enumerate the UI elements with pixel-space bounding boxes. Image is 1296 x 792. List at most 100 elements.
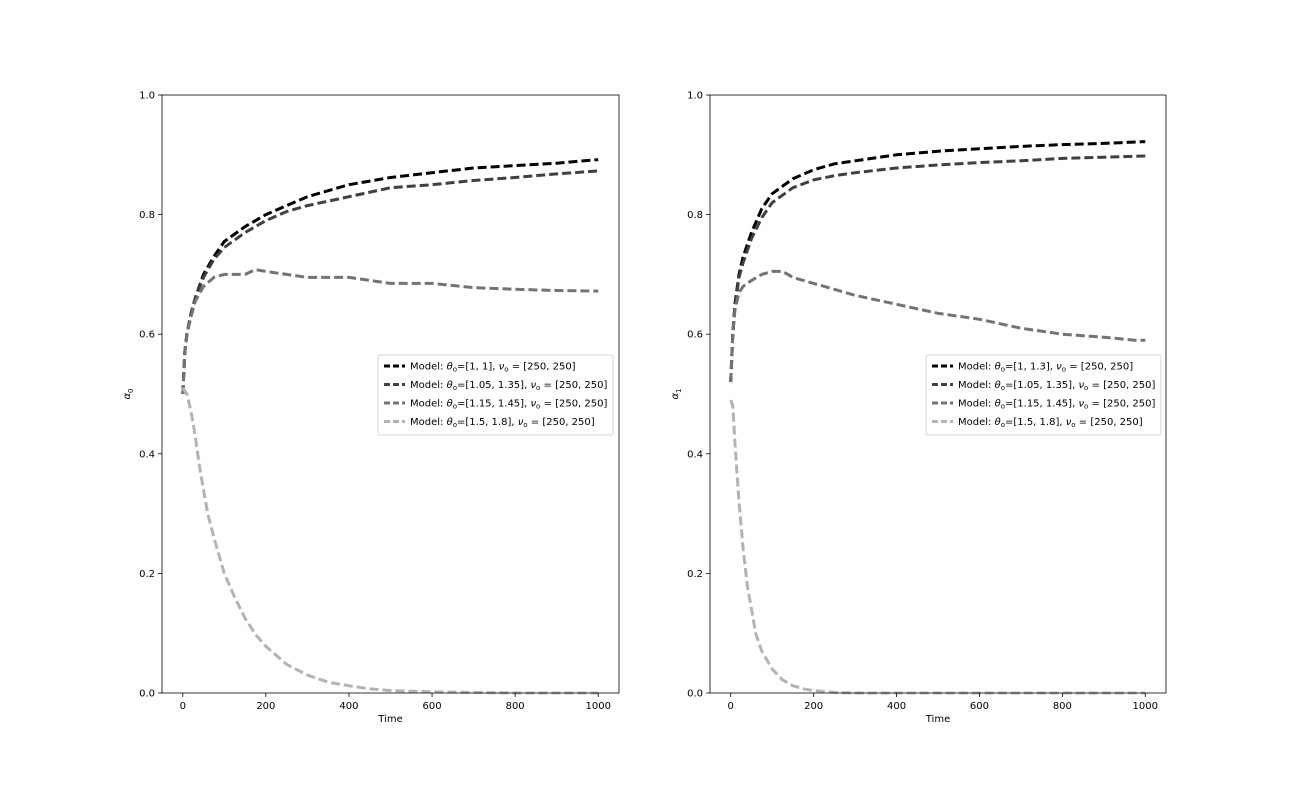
y-axis-label-sub: 0	[127, 388, 135, 392]
legend-nu: ν	[1078, 399, 1084, 410]
y-tick-label: 0.0	[139, 689, 155, 700]
legend-nu: ν	[499, 362, 505, 373]
legend-label-1: Model: θo=[1.05, 1.35], νo = [250, 250]	[410, 380, 607, 392]
series-line-2	[729, 269, 1146, 383]
legend-label-0: Model: θo=[1, 1.3], νo = [250, 250]	[958, 362, 1133, 374]
legend-label-3: Model: θo=[1.5, 1.8], νo = [250, 250]	[958, 417, 1143, 429]
series-line-2	[181, 268, 599, 395]
legend-nu-sub: o	[1084, 403, 1088, 411]
y-axis-label-sub: 1	[675, 388, 683, 392]
legend-theta-sub: o	[1001, 384, 1005, 392]
legend-theta: θ	[447, 399, 453, 410]
x-tick-label: 200	[256, 701, 275, 712]
legend-box	[377, 354, 614, 436]
y-tick-label: 0.0	[687, 689, 703, 700]
legend-eq1: =[1.15, 1.45],	[1005, 399, 1078, 410]
legend-label-1: Model: θo=[1.05, 1.35], νo = [250, 250]	[958, 380, 1155, 392]
y-axis-label: α1	[670, 388, 683, 399]
legend-pre: Model:	[958, 417, 995, 428]
legend-theta: θ	[447, 380, 453, 391]
y-tick-label: 0.8	[687, 210, 703, 221]
legend-nu-sub: o	[523, 421, 527, 429]
legend-pre: Model:	[410, 399, 447, 410]
legend-eq2: = [250, 250]	[1088, 399, 1155, 410]
y-tick-label: 0.6	[687, 330, 703, 341]
legend-nu: ν	[1078, 380, 1084, 391]
legend-theta-sub: o	[453, 421, 457, 429]
x-tick-label: 800	[1053, 701, 1072, 712]
legend-label-2: Model: θo=[1.15, 1.45], νo = [250, 250]	[958, 399, 1155, 411]
left-axes: 0 200 400 600 800 1000 0.0 0.2 0.4 0.6 0.8 1.0 Time α…	[122, 91, 620, 725]
legend-nu-sub: o	[536, 403, 540, 411]
legend-eq1: =[1.05, 1.35],	[1005, 380, 1078, 391]
legend-eq1: =[1, 1.3],	[1005, 362, 1056, 373]
y-tick-label: 0.4	[687, 449, 703, 460]
legend-pre: Model:	[958, 362, 995, 373]
legend-theta: θ	[995, 417, 1001, 428]
x-tick-label: 0	[728, 701, 734, 712]
legend-eq1: =[1.5, 1.8],	[1005, 417, 1066, 428]
y-tick-label: 0.6	[139, 330, 155, 341]
x-tick-label: 600	[422, 701, 441, 712]
x-tick-label: 400	[339, 701, 358, 712]
legend-nu-sub: o	[536, 384, 540, 392]
y-axis-label-base: α	[122, 393, 133, 400]
legend: Model: θo=[1, 1], νo = [250, 250] Model: …	[377, 354, 614, 436]
legend-eq2: = [250, 250]	[540, 399, 607, 410]
y-tick-label: 1.0	[139, 91, 155, 102]
x-tick-label: 200	[804, 701, 823, 712]
legend-label-3: Model: θo=[1.5, 1.8], νo = [250, 250]	[410, 417, 595, 429]
x-axis-label: Time	[377, 714, 402, 725]
legend-eq2: = [250, 250]	[1088, 380, 1155, 391]
legend-nu: ν	[1056, 362, 1062, 373]
legend-pre: Model:	[958, 380, 995, 391]
legend-eq2: = [250, 250]	[1076, 417, 1143, 428]
legend-theta: θ	[995, 362, 1001, 373]
series-line-1	[729, 154, 1146, 383]
legend-label-0: Model: θo=[1, 1], νo = [250, 250]	[410, 362, 576, 374]
legend-nu-sub: o	[1084, 384, 1088, 392]
y-axis-label-base: α	[670, 393, 681, 400]
x-tick-label: 1000	[586, 701, 611, 712]
x-tick-label: 1000	[1133, 701, 1158, 712]
legend-nu-sub: o	[1071, 421, 1075, 429]
legend-nu: ν	[518, 417, 524, 428]
x-tick-label: 0	[180, 701, 186, 712]
y-tick-label: 0.4	[139, 449, 155, 460]
x-tick-label: 600	[970, 701, 989, 712]
axes-frame	[161, 94, 620, 694]
legend-eq2: = [250, 250]	[528, 417, 595, 428]
axes-frame	[709, 94, 1167, 694]
x-tick-label: 400	[887, 701, 906, 712]
legend-eq1: =[1.05, 1.35],	[457, 380, 530, 391]
legend-eq2: = [250, 250]	[1066, 362, 1133, 373]
y-tick-label: 1.0	[687, 91, 703, 102]
legend-theta: θ	[995, 380, 1001, 391]
legend-pre: Model:	[958, 399, 995, 410]
legend: Model: θo=[1, 1.3], νo = [250, 250]Model…	[925, 354, 1162, 436]
legend-theta-sub: o	[453, 366, 457, 374]
y-tick-label: 0.2	[139, 569, 155, 580]
legend-pre: Model:	[410, 380, 447, 391]
legend-eq1: =[1.15, 1.45],	[457, 399, 530, 410]
legend-eq1: =[1.5, 1.8],	[457, 417, 518, 428]
legend-label-2: Model: θo=[1.15, 1.45], νo = [250, 250]	[410, 399, 607, 411]
legend-eq2: = [250, 250]	[540, 380, 607, 391]
legend-theta: θ	[447, 417, 453, 428]
legend-theta-sub: o	[1001, 366, 1005, 374]
legend-nu-sub: o	[504, 366, 508, 374]
y-tick-label: 0.8	[139, 210, 155, 221]
legend-nu: ν	[1066, 417, 1072, 428]
legend-theta: θ	[995, 399, 1001, 410]
x-tick-label: 800	[506, 701, 525, 712]
legend-nu-sub: o	[1062, 366, 1066, 374]
legend-pre: Model:	[410, 417, 447, 428]
legend-pre: Model:	[410, 362, 447, 373]
legend-eq2: = [250, 250]	[509, 362, 576, 373]
legend-nu: ν	[530, 399, 536, 410]
y-axis-label: α0	[122, 388, 135, 399]
right-axes: 0 200 400 600 800 1000 0.0 0.2 0.4 0.6 0.8 1.0 Time α…	[670, 91, 1167, 725]
legend-theta-sub: o	[453, 403, 457, 411]
legend-nu: ν	[530, 380, 536, 391]
